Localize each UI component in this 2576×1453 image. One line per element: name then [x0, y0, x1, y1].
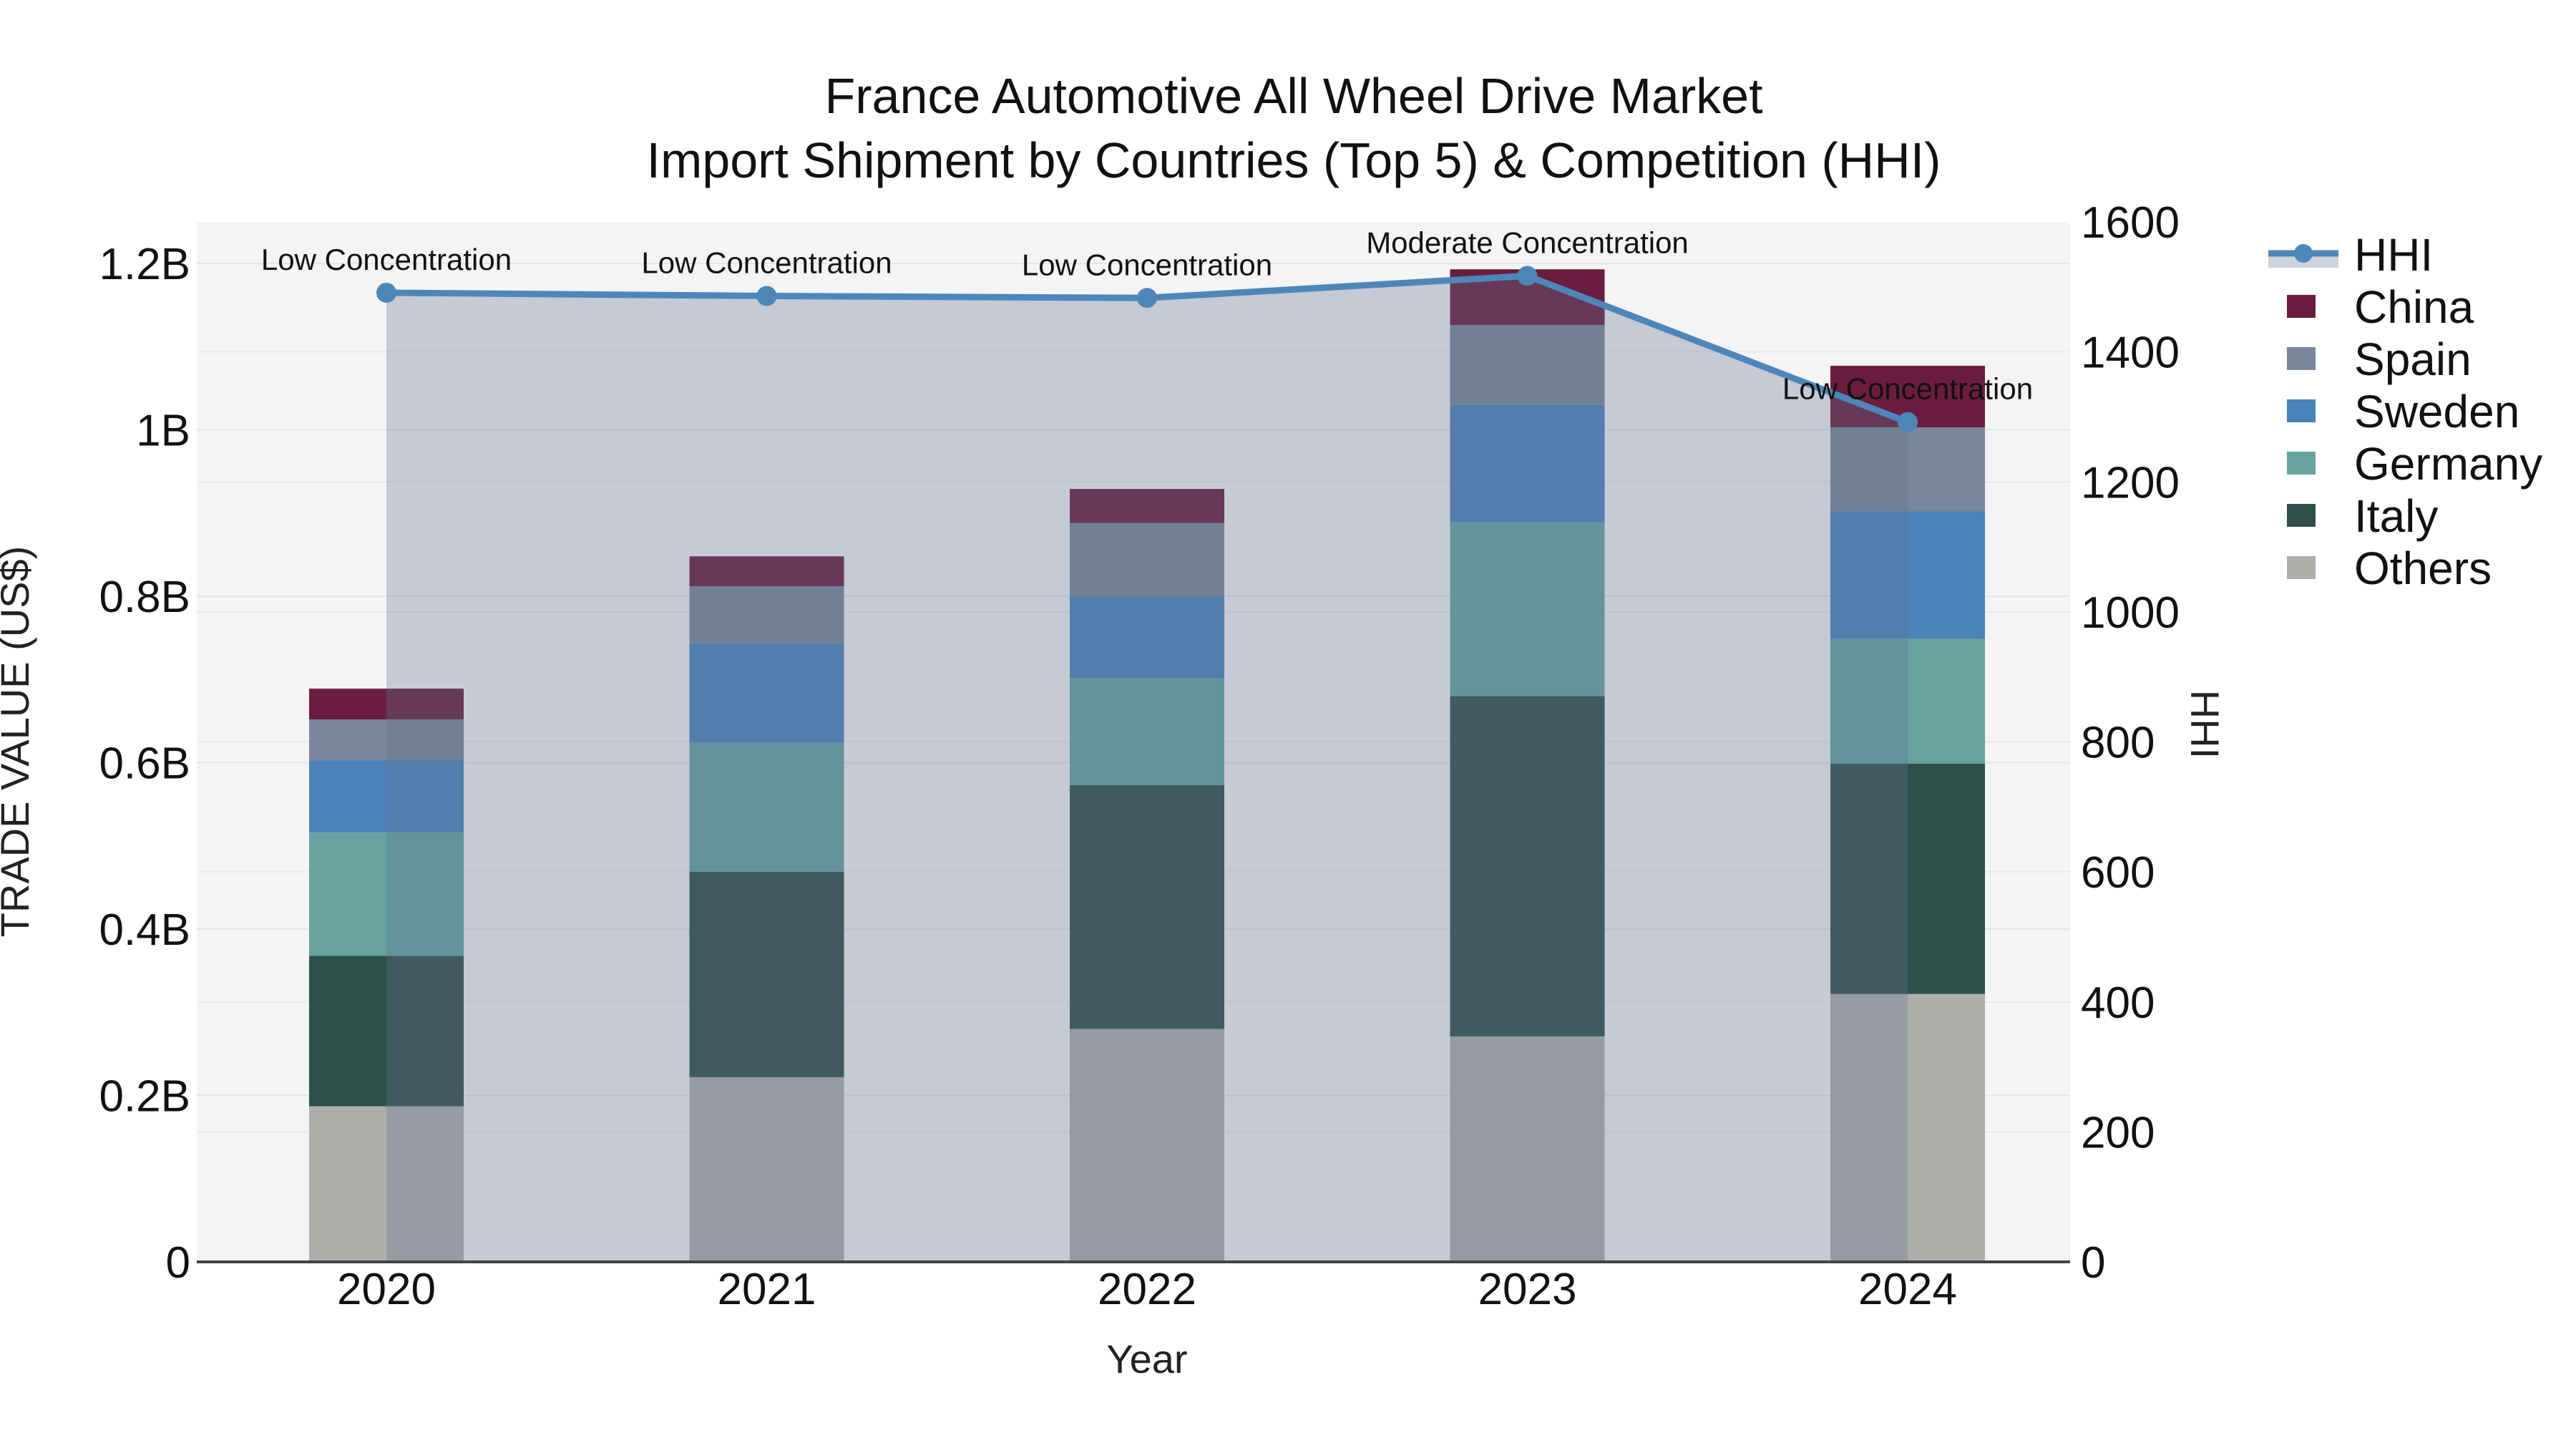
bar-segment-2024-others[interactable]: [1830, 993, 1985, 1262]
legend-label-hhi: HHI: [2354, 229, 2433, 281]
x-tick-2020: 2020: [337, 1265, 436, 1314]
legend-item-china[interactable]: China: [2287, 281, 2474, 333]
bar-segment-2020-china[interactable]: [309, 689, 464, 720]
x-tick-2022: 2022: [1098, 1265, 1196, 1314]
bar-segment-2022-spain[interactable]: [1070, 523, 1224, 597]
bar-segment-2024-italy[interactable]: [1830, 763, 1985, 994]
annotation-2021: Low Concentration: [641, 246, 892, 280]
hhi-marker-2021[interactable]: [756, 286, 777, 306]
bar-segment-2022-italy[interactable]: [1070, 784, 1224, 1029]
legend-item-sweden[interactable]: Sweden: [2287, 386, 2519, 437]
bar-segment-2023-italy[interactable]: [1450, 696, 1605, 1036]
x-tick-2021: 2021: [718, 1265, 816, 1314]
x-axis-title: Year: [1106, 1336, 1187, 1381]
bar-segment-2021-spain[interactable]: [689, 586, 844, 644]
bar-segment-2020-germany[interactable]: [309, 832, 464, 956]
annotation-2020: Low Concentration: [261, 243, 512, 276]
y-right-tick-1000: 1000: [2081, 588, 2180, 638]
legend-item-spain[interactable]: Spain: [2287, 334, 2472, 385]
y-right-tick-1200: 1200: [2081, 458, 2180, 507]
y-right-tick-200: 200: [2081, 1108, 2155, 1157]
legend-label-spain: Spain: [2354, 334, 2472, 385]
bar-segment-2020-spain[interactable]: [309, 719, 464, 761]
bar-segment-2022-china[interactable]: [1070, 489, 1224, 523]
legend-swatch-others: [2287, 556, 2316, 579]
y-right-tick-400: 400: [2081, 978, 2155, 1028]
hhi-marker-2023[interactable]: [1517, 266, 1538, 286]
legend-swatch-italy: [2287, 504, 2316, 527]
hhi-marker-2024[interactable]: [1898, 412, 1918, 432]
bar-segment-2023-germany[interactable]: [1450, 522, 1605, 696]
x-tick-2023: 2023: [1478, 1265, 1577, 1314]
legend-item-hhi[interactable]: HHI: [2268, 229, 2433, 281]
y-left-tick-0.6B: 0.6B: [99, 739, 190, 789]
legend-item-germany[interactable]: Germany: [2287, 438, 2542, 490]
legend-swatch-sweden: [2287, 399, 2316, 422]
bar-segment-2022-others[interactable]: [1070, 1029, 1224, 1262]
bar-segment-2021-others[interactable]: [689, 1077, 844, 1262]
bar-segment-2021-italy[interactable]: [689, 871, 844, 1077]
bar-segment-2024-spain[interactable]: [1830, 427, 1985, 512]
x-tick-2024: 2024: [1858, 1265, 1957, 1314]
bar-segment-2022-germany[interactable]: [1070, 677, 1224, 785]
y-left-tick-0.4B: 0.4B: [99, 905, 190, 955]
bar-segment-2024-germany[interactable]: [1830, 638, 1985, 764]
y-right-tick-600: 600: [2081, 848, 2155, 898]
y-left-tick-0.8B: 0.8B: [99, 573, 190, 622]
legend-label-sweden: Sweden: [2354, 386, 2519, 437]
hhi-marker-2020[interactable]: [376, 282, 396, 303]
bar-segment-2024-sweden[interactable]: [1830, 511, 1985, 639]
annotation-2022: Low Concentration: [1022, 248, 1272, 281]
legend-swatch-spain: [2287, 347, 2316, 370]
bar-segment-2023-spain[interactable]: [1450, 325, 1605, 405]
bar-segment-2023-others[interactable]: [1450, 1036, 1605, 1262]
legend-item-others[interactable]: Others: [2287, 543, 2492, 594]
legend-hhi-marker-icon: [2294, 244, 2313, 263]
bar-segment-2021-sweden[interactable]: [689, 643, 844, 743]
y-left-tick-0.2B: 0.2B: [99, 1072, 190, 1122]
legend-item-italy[interactable]: Italy: [2287, 490, 2438, 542]
bar-segment-2021-germany[interactable]: [689, 742, 844, 872]
y-left-tick-1.2B: 1.2B: [99, 240, 190, 289]
hhi-marker-2022[interactable]: [1137, 288, 1157, 308]
legend-swatch-china: [2287, 295, 2316, 318]
legend-label-others: Others: [2354, 543, 2492, 594]
bar-segment-2023-sweden[interactable]: [1450, 404, 1605, 523]
y-right-tick-1400: 1400: [2081, 329, 2180, 378]
y-right-tick-1600: 1600: [2081, 198, 2180, 248]
legend-label-china: China: [2354, 281, 2474, 333]
y-right-tick-800: 800: [2081, 719, 2155, 768]
annotation-2024: Low Concentration: [1782, 372, 2033, 406]
bar-segment-2022-sweden[interactable]: [1070, 596, 1224, 678]
annotation-2023: Moderate Concentration: [1366, 225, 1689, 259]
y-left-tick-0: 0: [166, 1238, 190, 1288]
bar-segment-2020-italy[interactable]: [309, 956, 464, 1107]
chart-title-line1: France Automotive All Wheel Drive Market: [824, 68, 1762, 124]
left-axis-title: TRADE VALUE (US$): [0, 546, 37, 938]
hhi-area-fill: [386, 276, 1908, 1262]
bar-segment-2020-others[interactable]: [309, 1106, 464, 1262]
y-right-tick-0: 0: [2081, 1238, 2105, 1288]
legend-label-germany: Germany: [2354, 438, 2542, 490]
right-axis-title: HHI: [2182, 690, 2228, 759]
chart-title-line2: Import Shipment by Countries (Top 5) & C…: [647, 132, 1941, 188]
bar-segment-2021-china[interactable]: [689, 556, 844, 587]
legend-label-italy: Italy: [2354, 490, 2438, 542]
bar-segment-2020-sweden[interactable]: [309, 760, 464, 833]
y-left-tick-1B: 1B: [136, 407, 190, 456]
legend-swatch-germany: [2287, 452, 2316, 475]
